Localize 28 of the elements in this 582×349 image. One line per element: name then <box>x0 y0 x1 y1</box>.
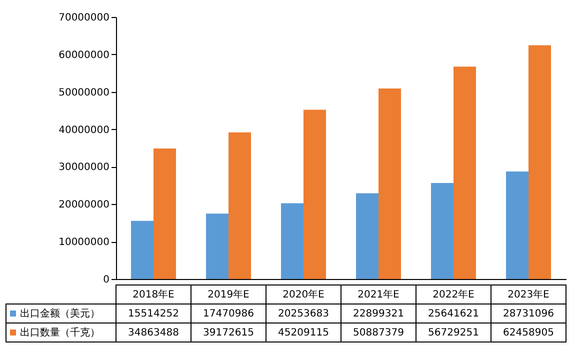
y-tick-label: 40000000 <box>58 124 110 136</box>
x-tick-label: 2020年E <box>282 288 324 300</box>
y-tick-label: 60000000 <box>58 50 110 61</box>
data-label: 15514252 <box>128 308 179 320</box>
data-label: 22899321 <box>353 308 404 320</box>
data-label: 39172615 <box>203 328 254 338</box>
x-tick-label: 2018年E <box>132 288 174 300</box>
x-tick-label: 2022年E <box>432 288 474 300</box>
y-tick-label: 0 <box>103 274 110 286</box>
data-label: 34863488 <box>128 328 179 338</box>
data-label: 20253683 <box>278 308 329 320</box>
data-label: 62458905 <box>503 328 554 338</box>
data-label: 17470986 <box>203 308 254 320</box>
legend-label: 出口数量（千克） <box>20 326 100 338</box>
y-tick-label: 20000000 <box>58 200 110 211</box>
x-tick-label: 2023年E <box>508 288 550 300</box>
data-label: 28731096 <box>503 308 554 320</box>
y-tick-label: 70000000 <box>58 12 110 24</box>
data-label: 50887379 <box>353 328 404 338</box>
data-label: 56729251 <box>428 328 479 338</box>
y-tick-label: 30000000 <box>58 162 110 174</box>
x-tick-label: 2019年E <box>208 288 250 300</box>
y-tick-label: 50000000 <box>58 87 110 98</box>
x-tick-label: 2021年E <box>358 288 400 300</box>
y-tick-label: 10000000 <box>58 237 110 248</box>
legend-label: 出口金额（美元） <box>20 308 100 320</box>
data-label: 45209115 <box>278 328 329 338</box>
data-label: 25641621 <box>428 308 479 320</box>
